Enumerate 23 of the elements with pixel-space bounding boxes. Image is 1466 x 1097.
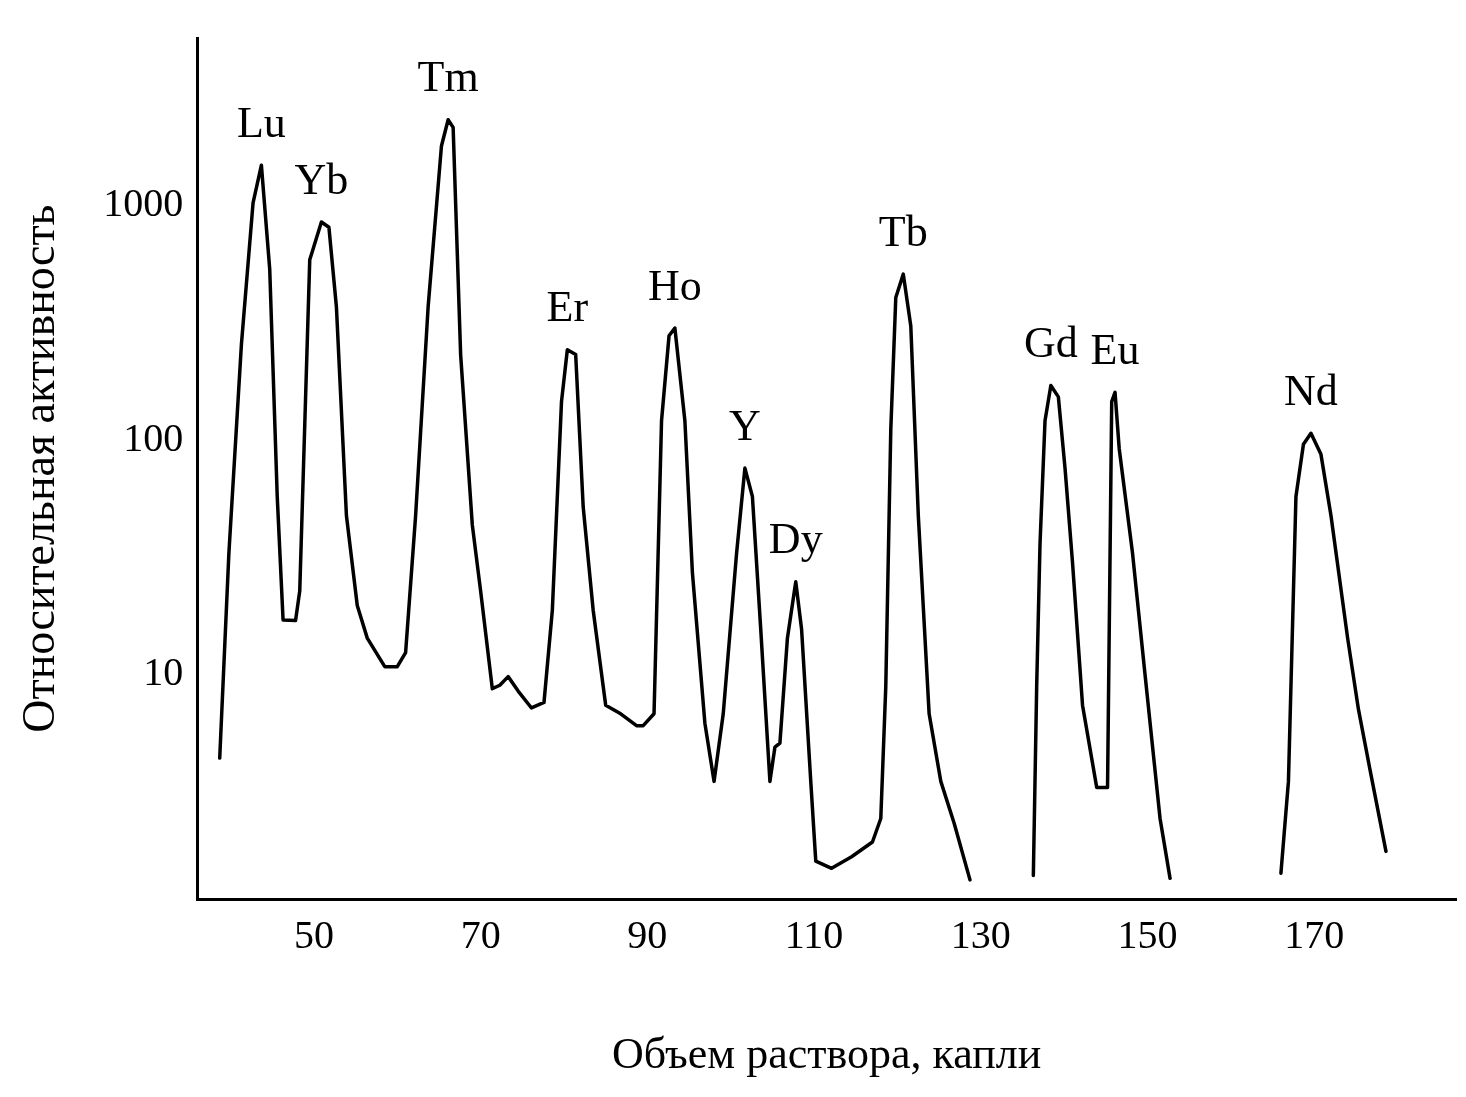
annotation: Nd	[1284, 365, 1338, 415]
annotation: Gd	[1023, 318, 1078, 368]
x-tick-label: 130	[950, 911, 1011, 957]
y-tick-label: 100	[123, 414, 184, 460]
y-tick-label: 10	[143, 649, 184, 695]
annotation: Eu	[1090, 324, 1140, 374]
y-axis-title: Относительная активность	[12, 204, 64, 733]
x-tick-label: 150	[1117, 911, 1178, 957]
annotation: Yb	[294, 154, 349, 204]
annotation: Dy	[768, 514, 823, 564]
x-axis-title: Объем раствора, капли	[612, 1029, 1042, 1079]
annotation: Y	[729, 400, 761, 450]
annotation: Tm	[417, 52, 479, 102]
x-tick-label: 70	[460, 911, 501, 957]
x-tick-label: 110	[784, 911, 844, 957]
annotation: Tb	[878, 206, 928, 256]
annotation: Er	[546, 282, 589, 332]
annotation: Ho	[647, 260, 702, 310]
annotation: Lu	[236, 97, 286, 147]
x-tick-label: 90	[627, 911, 668, 957]
x-tick-label: 50	[293, 911, 334, 957]
x-tick-label: 170	[1284, 911, 1345, 957]
y-tick-label: 1000	[103, 180, 184, 226]
